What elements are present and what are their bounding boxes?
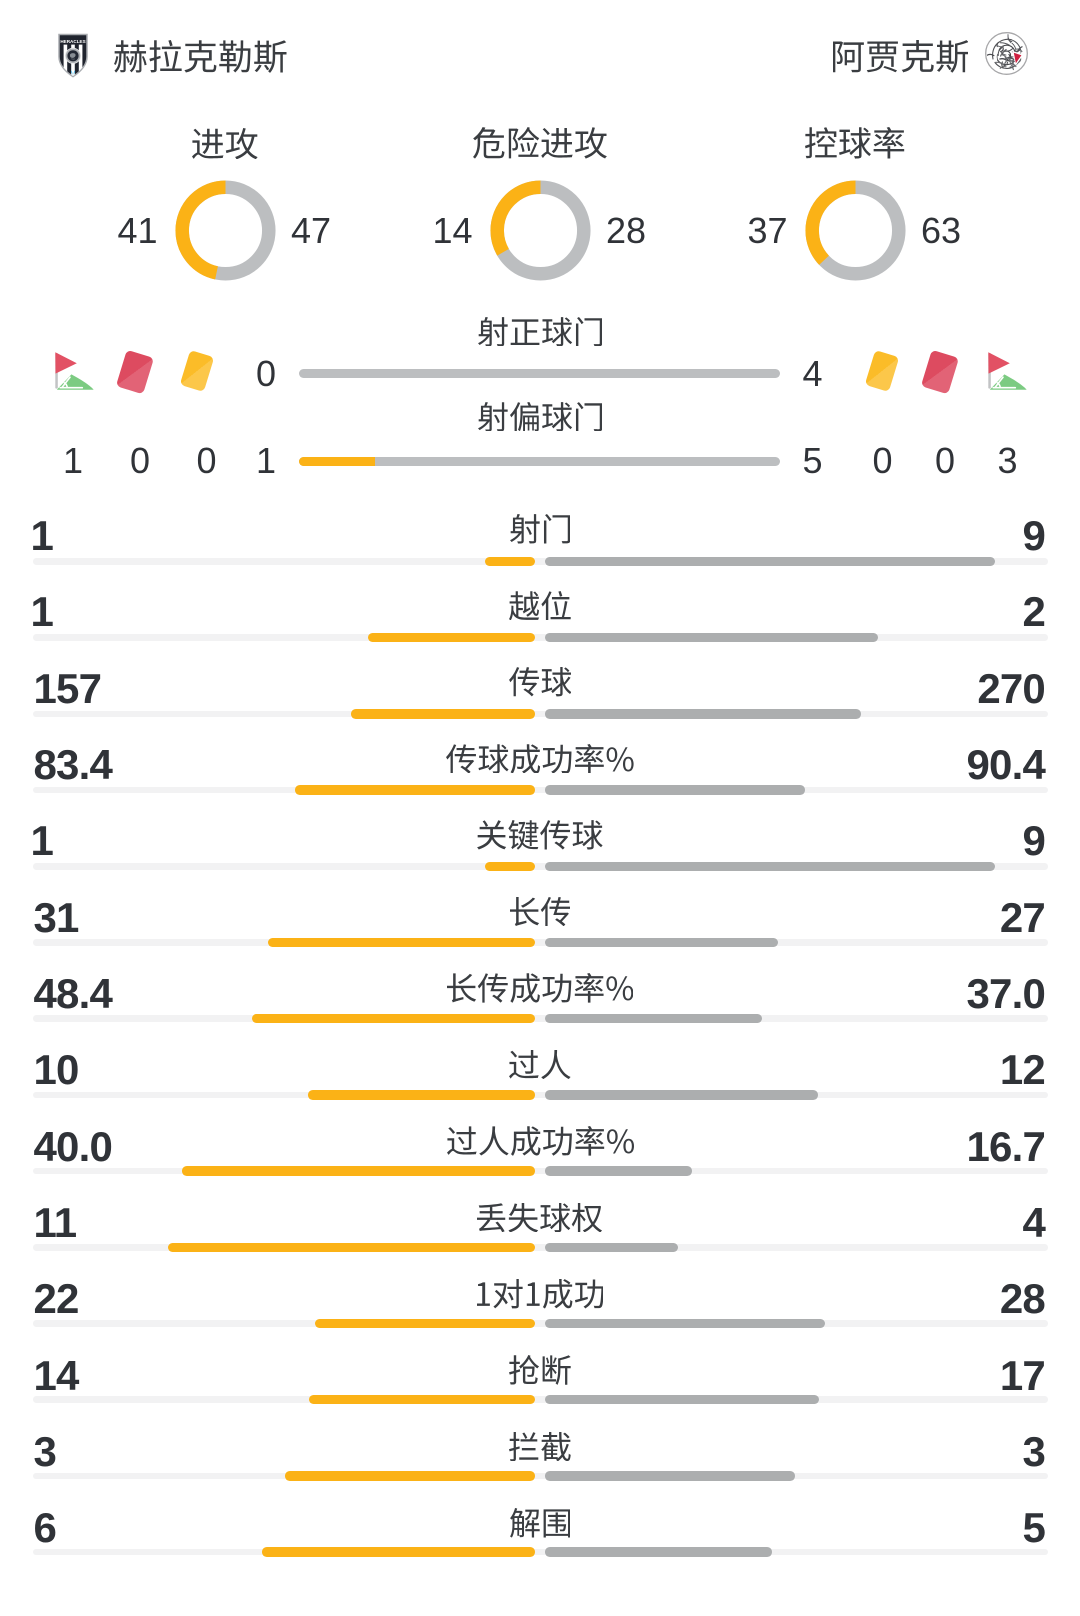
svg-text:HERACLES: HERACLES — [60, 38, 85, 43]
